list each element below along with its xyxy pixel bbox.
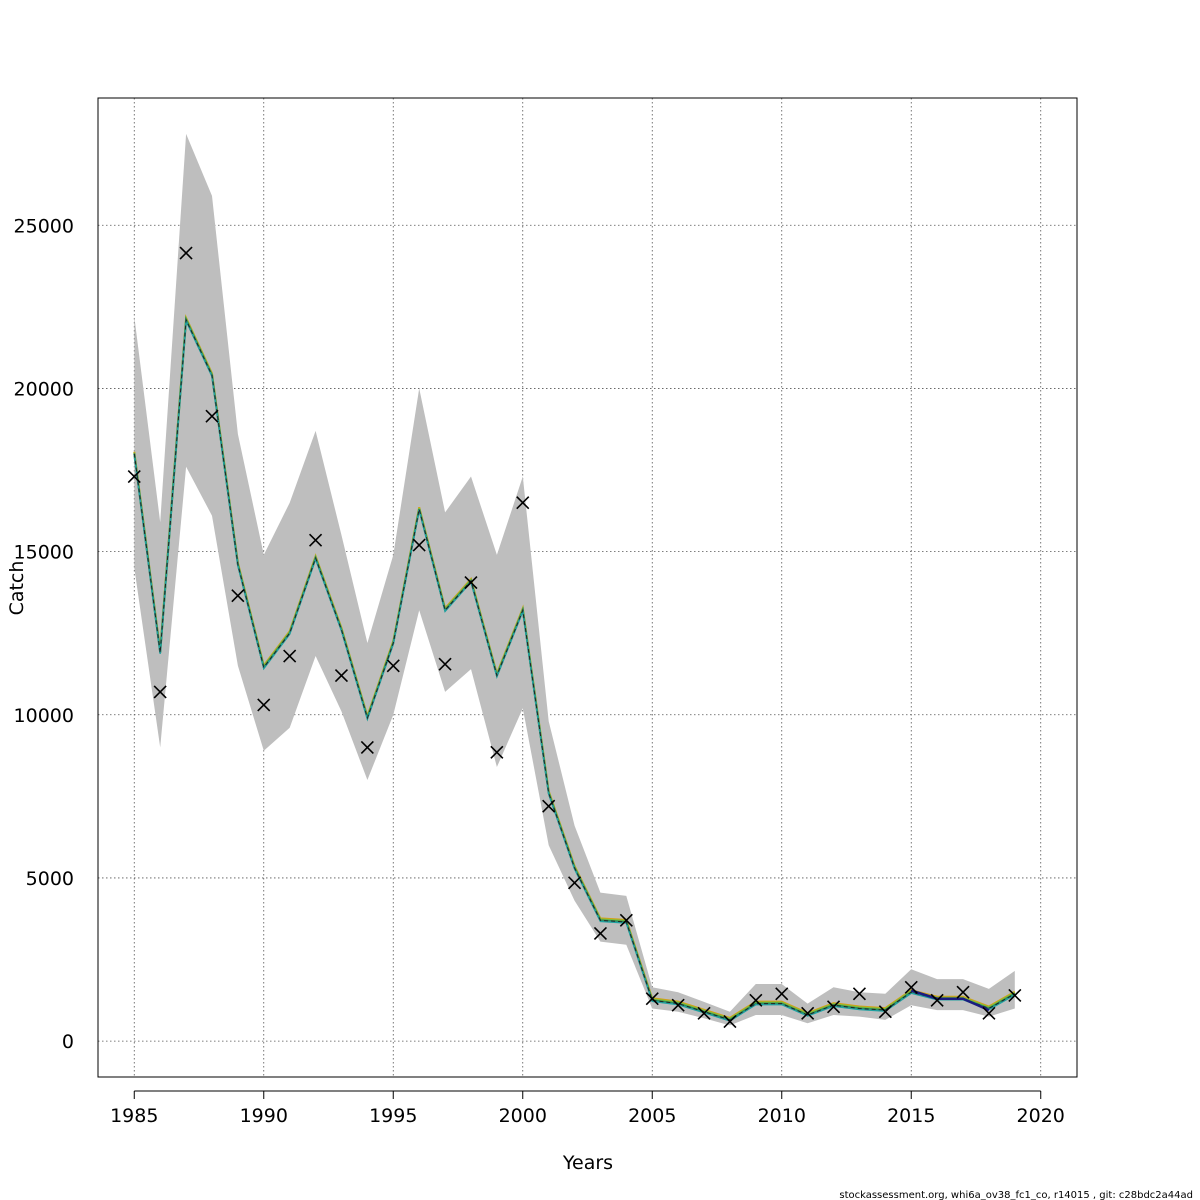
observation-marker-stroke xyxy=(153,685,167,699)
x-tick-label: 2020 xyxy=(1017,1105,1065,1127)
observation-markers xyxy=(127,246,1022,1029)
observation-marker xyxy=(801,1006,815,1020)
footer-note: stockassessment.org, whi6a_ov38_fc1_co, … xyxy=(839,1190,1193,1200)
x-tick-label: 2000 xyxy=(499,1105,547,1127)
y-tick-label: 0 xyxy=(62,1031,74,1053)
observation-marker-stroke xyxy=(257,698,271,712)
y-axis-title: Catch xyxy=(6,561,28,616)
observation-marker-stroke xyxy=(386,659,400,673)
observation-marker-stroke xyxy=(697,1006,711,1020)
observation-marker xyxy=(490,745,504,759)
observation-marker xyxy=(308,533,323,547)
observation-marker-stroke xyxy=(749,993,763,1007)
observation-marker-stroke xyxy=(438,657,452,671)
observation-marker-stroke xyxy=(412,538,426,552)
plot-frame xyxy=(97,97,1078,1078)
observation-marker xyxy=(438,657,452,671)
observation-marker-stroke xyxy=(567,876,582,890)
observation-marker xyxy=(205,409,219,423)
observation-marker-stroke xyxy=(671,998,685,1012)
x-axis-title: Years xyxy=(562,1152,613,1174)
observation-marker-stroke xyxy=(645,992,659,1006)
series-line-dashed xyxy=(133,317,1016,1021)
observation-marker-stroke xyxy=(982,1006,996,1020)
x-tick-label: 2015 xyxy=(887,1105,935,1127)
observation-marker-stroke xyxy=(283,649,297,663)
observation-marker xyxy=(593,926,608,940)
observation-marker xyxy=(982,1006,996,1020)
y-tick-label: 10000 xyxy=(14,705,74,727)
observation-marker-stroke xyxy=(878,1005,892,1019)
observation-marker xyxy=(231,589,245,603)
observation-marker xyxy=(567,876,582,890)
observation-marker-stroke xyxy=(179,246,193,260)
observation-marker-stroke xyxy=(490,745,504,759)
observation-marker-stroke xyxy=(930,993,944,1007)
series-lines xyxy=(133,314,1016,1022)
observation-marker-stroke xyxy=(542,799,556,813)
y-tick-label: 15000 xyxy=(14,542,74,564)
observation-marker xyxy=(697,1006,711,1020)
observation-marker xyxy=(153,685,167,699)
y-axis: 0 5000 10000 15000 20000 25000 xyxy=(14,215,74,1053)
observation-marker-stroke xyxy=(904,980,918,994)
observation-marker xyxy=(956,985,970,999)
observation-marker xyxy=(619,913,633,927)
observation-marker-stroke xyxy=(723,1014,737,1029)
observation-marker-stroke xyxy=(127,469,141,484)
x-tick-label: 1995 xyxy=(369,1105,417,1127)
observation-marker-stroke xyxy=(360,740,374,754)
observation-marker-stroke xyxy=(801,1006,815,1020)
observation-marker xyxy=(412,538,426,552)
observation-marker xyxy=(723,1014,737,1029)
y-tick-label: 20000 xyxy=(14,378,74,400)
observation-marker-stroke xyxy=(593,926,608,940)
series-line-blue xyxy=(910,989,990,1012)
x-axis: 1985 1990 1995 2000 2005 2010 2015 2020 xyxy=(110,1090,1065,1127)
confidence-band xyxy=(134,133,1015,1026)
observation-marker-stroke xyxy=(516,496,530,510)
observation-marker xyxy=(1008,988,1022,1002)
observation-marker xyxy=(360,740,374,754)
observation-marker-stroke xyxy=(852,987,867,1001)
observation-marker-stroke xyxy=(464,576,478,590)
observation-marker xyxy=(749,993,763,1007)
observation-marker xyxy=(826,1000,841,1014)
observation-marker xyxy=(179,246,193,260)
observation-marker-stroke xyxy=(205,409,219,423)
observation-marker xyxy=(878,1005,892,1019)
observation-marker-stroke xyxy=(1008,988,1022,1002)
observation-marker xyxy=(386,659,400,673)
observation-marker xyxy=(334,669,349,683)
observation-marker xyxy=(775,987,789,1001)
confidence-band-area xyxy=(134,133,1015,1026)
observation-marker xyxy=(516,496,530,510)
observation-marker-stroke xyxy=(775,987,789,1001)
observation-marker xyxy=(464,576,478,590)
observation-marker xyxy=(645,992,659,1006)
observation-marker-stroke xyxy=(334,669,349,683)
x-tick-label: 2010 xyxy=(758,1105,806,1127)
observation-marker xyxy=(852,987,867,1001)
x-tick-label: 1990 xyxy=(240,1105,288,1127)
observation-marker xyxy=(904,980,918,994)
observation-marker-stroke xyxy=(956,985,970,999)
observation-marker xyxy=(283,649,297,663)
observation-marker-stroke xyxy=(826,1000,841,1014)
observation-marker-stroke xyxy=(619,913,633,927)
y-tick-label: 25000 xyxy=(14,215,74,237)
observation-marker xyxy=(127,469,141,484)
x-tick-label: 2005 xyxy=(628,1105,676,1127)
x-tick-label: 1985 xyxy=(110,1105,158,1127)
observation-marker-stroke xyxy=(308,533,323,547)
observation-marker xyxy=(671,998,685,1012)
observation-marker-stroke xyxy=(231,589,245,603)
observation-marker xyxy=(930,993,944,1007)
observation-marker xyxy=(257,698,271,712)
observation-marker xyxy=(542,799,556,813)
y-tick-label: 5000 xyxy=(26,868,74,890)
